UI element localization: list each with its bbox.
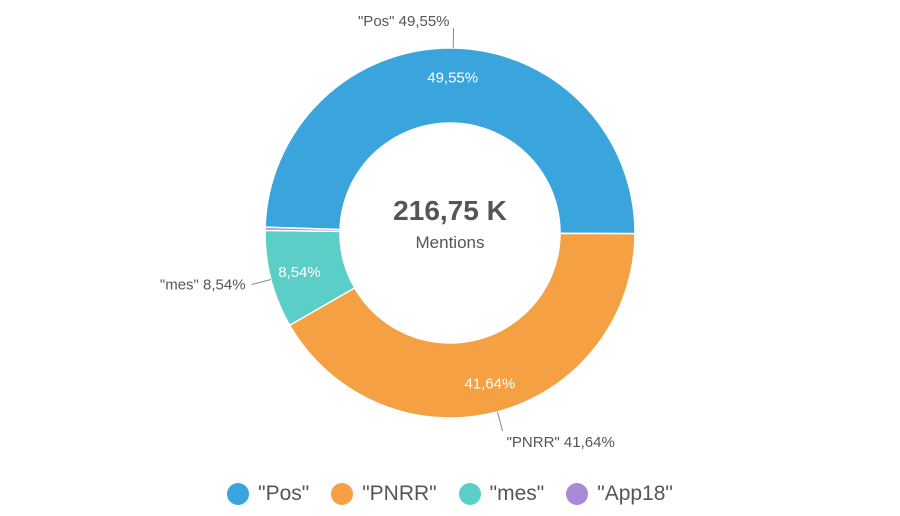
- slice-pos[interactable]: [264, 47, 636, 235]
- slice-callout-label: "mes" 8,54%: [160, 276, 246, 293]
- legend-item-app18[interactable]: "App18": [566, 482, 673, 506]
- callout-leader-line: [496, 411, 504, 432]
- slice-callout-label: "Pos" 49,55%: [358, 13, 450, 30]
- legend-swatch-icon: [331, 483, 354, 505]
- slice-labels: 49,55% "Pos" 49,55% 41,64% "PNRR" 41,64% 8,5…: [160, 13, 615, 451]
- slice-app18[interactable]: [264, 226, 341, 233]
- legend-label: "App18": [597, 482, 673, 505]
- legend-label: "mes": [489, 482, 545, 505]
- chart-legend: "Pos" "PNRR" "mes" "App18": [0, 478, 900, 510]
- callout-leader-line: [251, 278, 272, 285]
- legend-swatch-icon: [566, 483, 589, 505]
- legend-swatch-icon: [458, 483, 481, 505]
- callout-leaders: [251, 28, 504, 432]
- donut-slices: [264, 47, 636, 419]
- slice-value-label: 41,64%: [464, 375, 515, 392]
- center-total-label: Mentions: [416, 233, 485, 252]
- legend-item-mes[interactable]: "mes": [458, 482, 545, 506]
- legend-item-pos[interactable]: "Pos": [227, 482, 309, 506]
- slice-value-label: 49,55%: [427, 70, 478, 87]
- legend-label: "Pos": [258, 482, 310, 505]
- legend-swatch-icon: [227, 483, 250, 505]
- legend-item-pnrr[interactable]: "PNRR": [331, 482, 437, 506]
- legend-label: "PNRR": [362, 482, 437, 505]
- slice-pnrr[interactable]: [288, 232, 636, 419]
- slice-value-label: 8,54%: [278, 264, 321, 281]
- center-total-value: 216,75 K: [393, 195, 507, 226]
- slice-callout-label: "PNRR" 41,64%: [507, 434, 615, 451]
